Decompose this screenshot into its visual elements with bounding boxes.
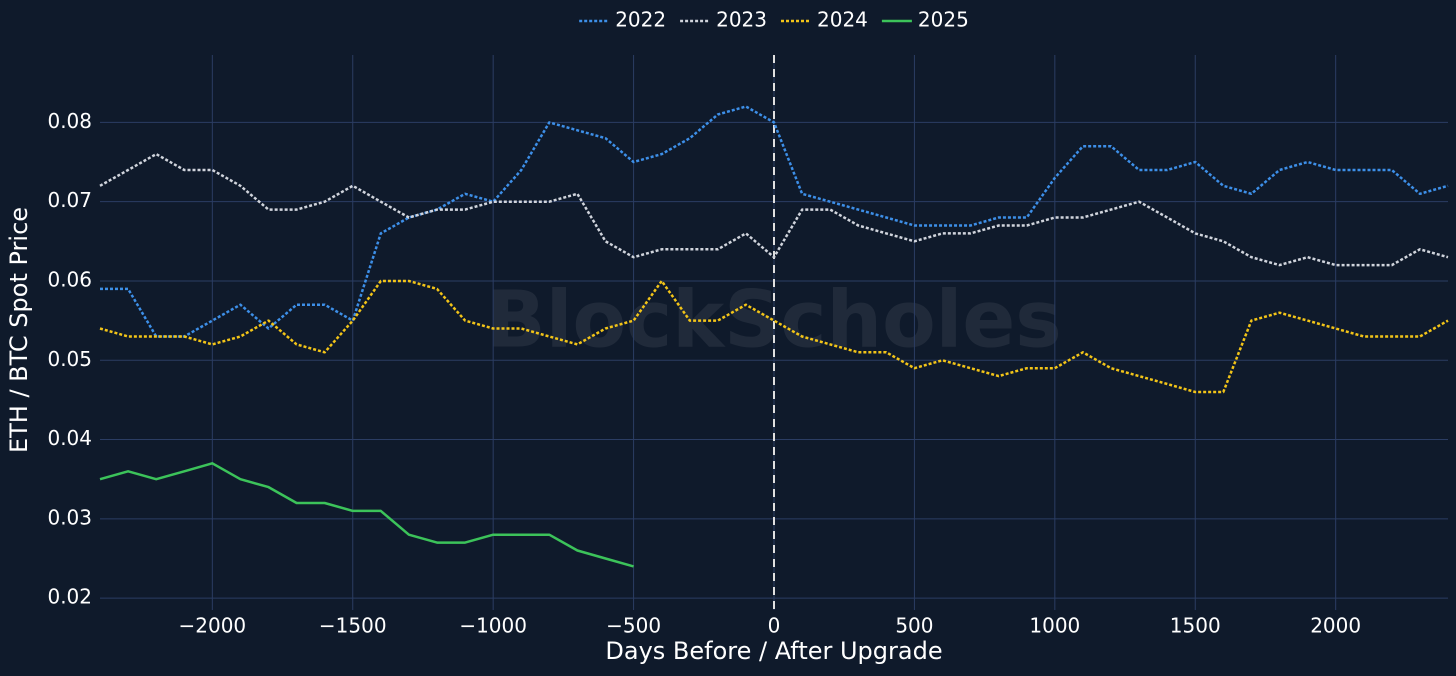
x-tick-label: 2000 <box>1310 614 1361 638</box>
x-tick-label: 500 <box>895 614 933 638</box>
y-tick-label: 0.08 <box>47 109 92 133</box>
x-tick-label: −500 <box>606 614 661 638</box>
x-tick-label: −2000 <box>179 614 247 638</box>
series-line <box>99 279 1449 394</box>
legend-label: 2025 <box>918 8 969 32</box>
y-tick-label: 0.04 <box>47 426 92 450</box>
series-line <box>100 105 1449 338</box>
y-tick-label: 0.07 <box>47 188 92 212</box>
series-line <box>99 152 1449 267</box>
x-tick-label: 1000 <box>1029 614 1080 638</box>
x-tick-label: 1500 <box>1170 614 1221 638</box>
y-tick-label: 0.06 <box>47 267 92 291</box>
y-axis-title: ETH / BTC Spot Price <box>5 207 33 453</box>
series-line <box>99 462 634 568</box>
x-tick-label: 0 <box>768 614 781 638</box>
legend: 2022 2023 2024 2025 <box>579 8 969 32</box>
y-tick-label: 0.03 <box>47 505 92 529</box>
legend-label: 2022 <box>615 8 666 32</box>
y-tick-label: 0.02 <box>47 585 92 609</box>
legend-label: 2024 <box>817 8 868 32</box>
x-axis-title: Days Before / After Upgrade <box>605 637 942 665</box>
y-tick-label: 0.05 <box>47 347 92 371</box>
x-tick-label: −1500 <box>319 614 387 638</box>
x-tick-label: −1000 <box>459 614 527 638</box>
legend-label: 2023 <box>716 8 767 32</box>
